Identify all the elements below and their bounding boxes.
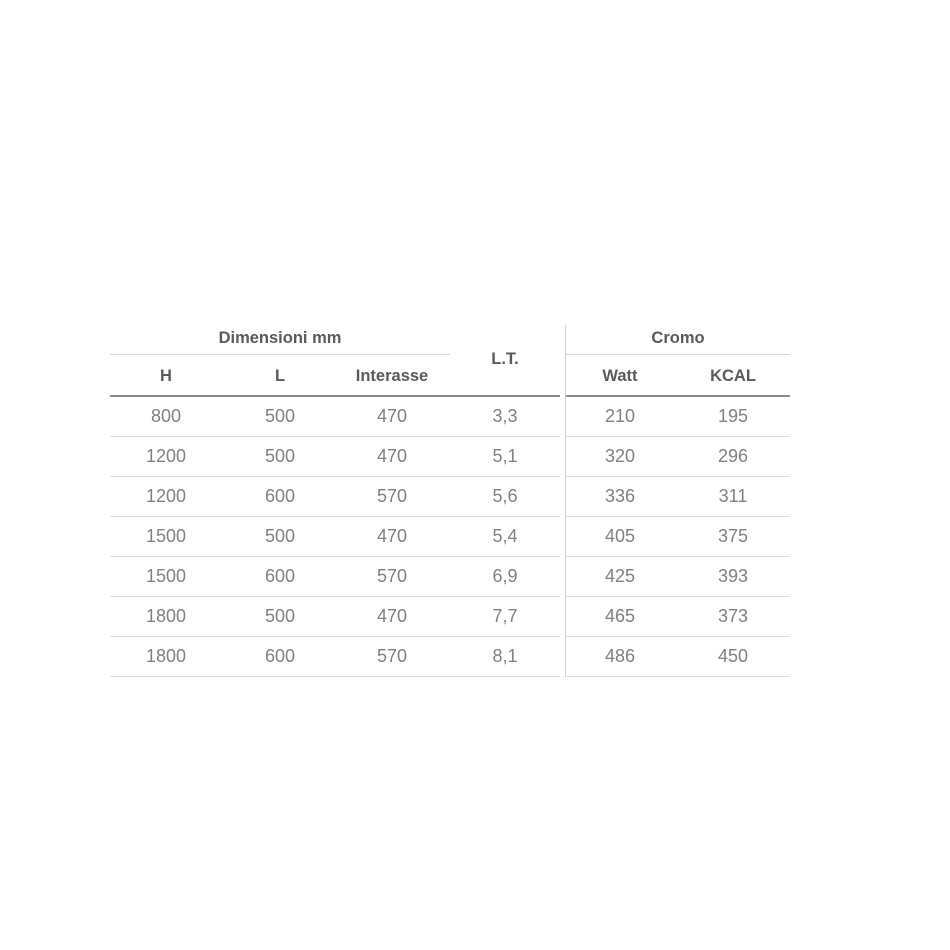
cell-kcal: 450 <box>717 646 749 666</box>
cell-l: 600 <box>264 566 296 586</box>
table-row: 1800 500 470 7,7 <box>110 597 560 637</box>
cell-interasse: 570 <box>376 646 408 666</box>
cell-lt: 8,1 <box>492 646 518 666</box>
table-row: 320 296 <box>566 437 790 477</box>
column-header-h: H <box>160 367 172 385</box>
dimensions-rows: 800 500 470 3,3 1200 500 470 5,1 1200 60… <box>110 397 560 677</box>
column-header-interasse: Interasse <box>355 367 429 385</box>
section-vertical-divider <box>565 325 566 677</box>
cell-h: 1800 <box>145 646 187 666</box>
cell-watt: 465 <box>604 606 636 626</box>
cell-kcal: 311 <box>718 486 748 506</box>
cell-l: 500 <box>264 446 296 466</box>
table-row: 405 375 <box>566 517 790 557</box>
column-header-watt: Watt <box>602 367 638 385</box>
cromo-rows: 210 195 320 296 336 311 405 375 425 39 <box>566 397 790 677</box>
cell-h: 1200 <box>145 446 187 466</box>
cell-l: 600 <box>264 646 296 666</box>
group-rule-cromo <box>566 354 790 355</box>
table-row: 425 393 <box>566 557 790 597</box>
column-header-kcal: KCAL <box>710 367 756 385</box>
dimensions-section: Dimensioni mm H L Interasse L.T. 800 500… <box>110 325 560 677</box>
cell-watt: 405 <box>604 526 636 546</box>
cell-lt: 5,6 <box>492 486 518 506</box>
cell-kcal: 375 <box>717 526 749 546</box>
cell-l: 500 <box>264 406 296 426</box>
table-row: 336 311 <box>566 477 790 517</box>
cell-h: 1200 <box>145 486 187 506</box>
table-row: 210 195 <box>566 397 790 437</box>
table-row: 1200 500 470 5,1 <box>110 437 560 477</box>
table-row: 1500 600 570 6,9 <box>110 557 560 597</box>
table-row: 800 500 470 3,3 <box>110 397 560 437</box>
table-row: 1500 500 470 5,4 <box>110 517 560 557</box>
column-header-lt: L.T. <box>491 350 519 368</box>
cell-lt: 3,3 <box>492 406 518 426</box>
cell-lt: 6,9 <box>492 566 518 586</box>
column-header-l: L <box>274 367 286 385</box>
cell-watt: 320 <box>604 446 636 466</box>
group-rule-dimensioni <box>110 354 450 355</box>
cell-kcal: 195 <box>717 406 749 426</box>
cell-l: 600 <box>264 486 296 506</box>
cell-interasse: 570 <box>376 566 408 586</box>
cell-lt: 7,7 <box>492 606 518 626</box>
cell-interasse: 470 <box>376 406 408 426</box>
cell-watt: 425 <box>604 566 636 586</box>
cell-kcal: 373 <box>717 606 749 626</box>
cell-interasse: 470 <box>376 446 408 466</box>
cell-h: 1800 <box>145 606 187 626</box>
cell-h: 1500 <box>145 566 187 586</box>
cell-interasse: 470 <box>376 606 408 626</box>
table-row: 1800 600 570 8,1 <box>110 637 560 677</box>
cell-watt: 210 <box>604 406 636 426</box>
cell-lt: 5,4 <box>492 526 518 546</box>
cell-l: 500 <box>264 606 296 626</box>
cell-l: 500 <box>264 526 296 546</box>
cell-h: 1500 <box>145 526 187 546</box>
table-row: 486 450 <box>566 637 790 677</box>
cell-kcal: 393 <box>717 566 749 586</box>
cell-lt: 5,1 <box>492 446 518 466</box>
cromo-section: Cromo Watt KCAL 210 195 320 296 336 311 <box>566 325 790 677</box>
cell-kcal: 296 <box>717 446 749 466</box>
group-header-cromo: Cromo <box>651 329 705 347</box>
table-row: 465 373 <box>566 597 790 637</box>
specification-table: Dimensioni mm H L Interasse L.T. 800 500… <box>110 325 790 677</box>
group-header-dimensioni: Dimensioni mm <box>218 329 342 347</box>
header-body-rule-right <box>566 395 790 397</box>
cell-watt: 486 <box>604 646 636 666</box>
cell-watt: 336 <box>604 486 636 506</box>
header-body-rule-left <box>110 395 560 397</box>
cell-interasse: 570 <box>376 486 408 506</box>
cell-h: 800 <box>150 406 182 426</box>
table-row: 1200 600 570 5,6 <box>110 477 560 517</box>
cell-interasse: 470 <box>376 526 408 546</box>
